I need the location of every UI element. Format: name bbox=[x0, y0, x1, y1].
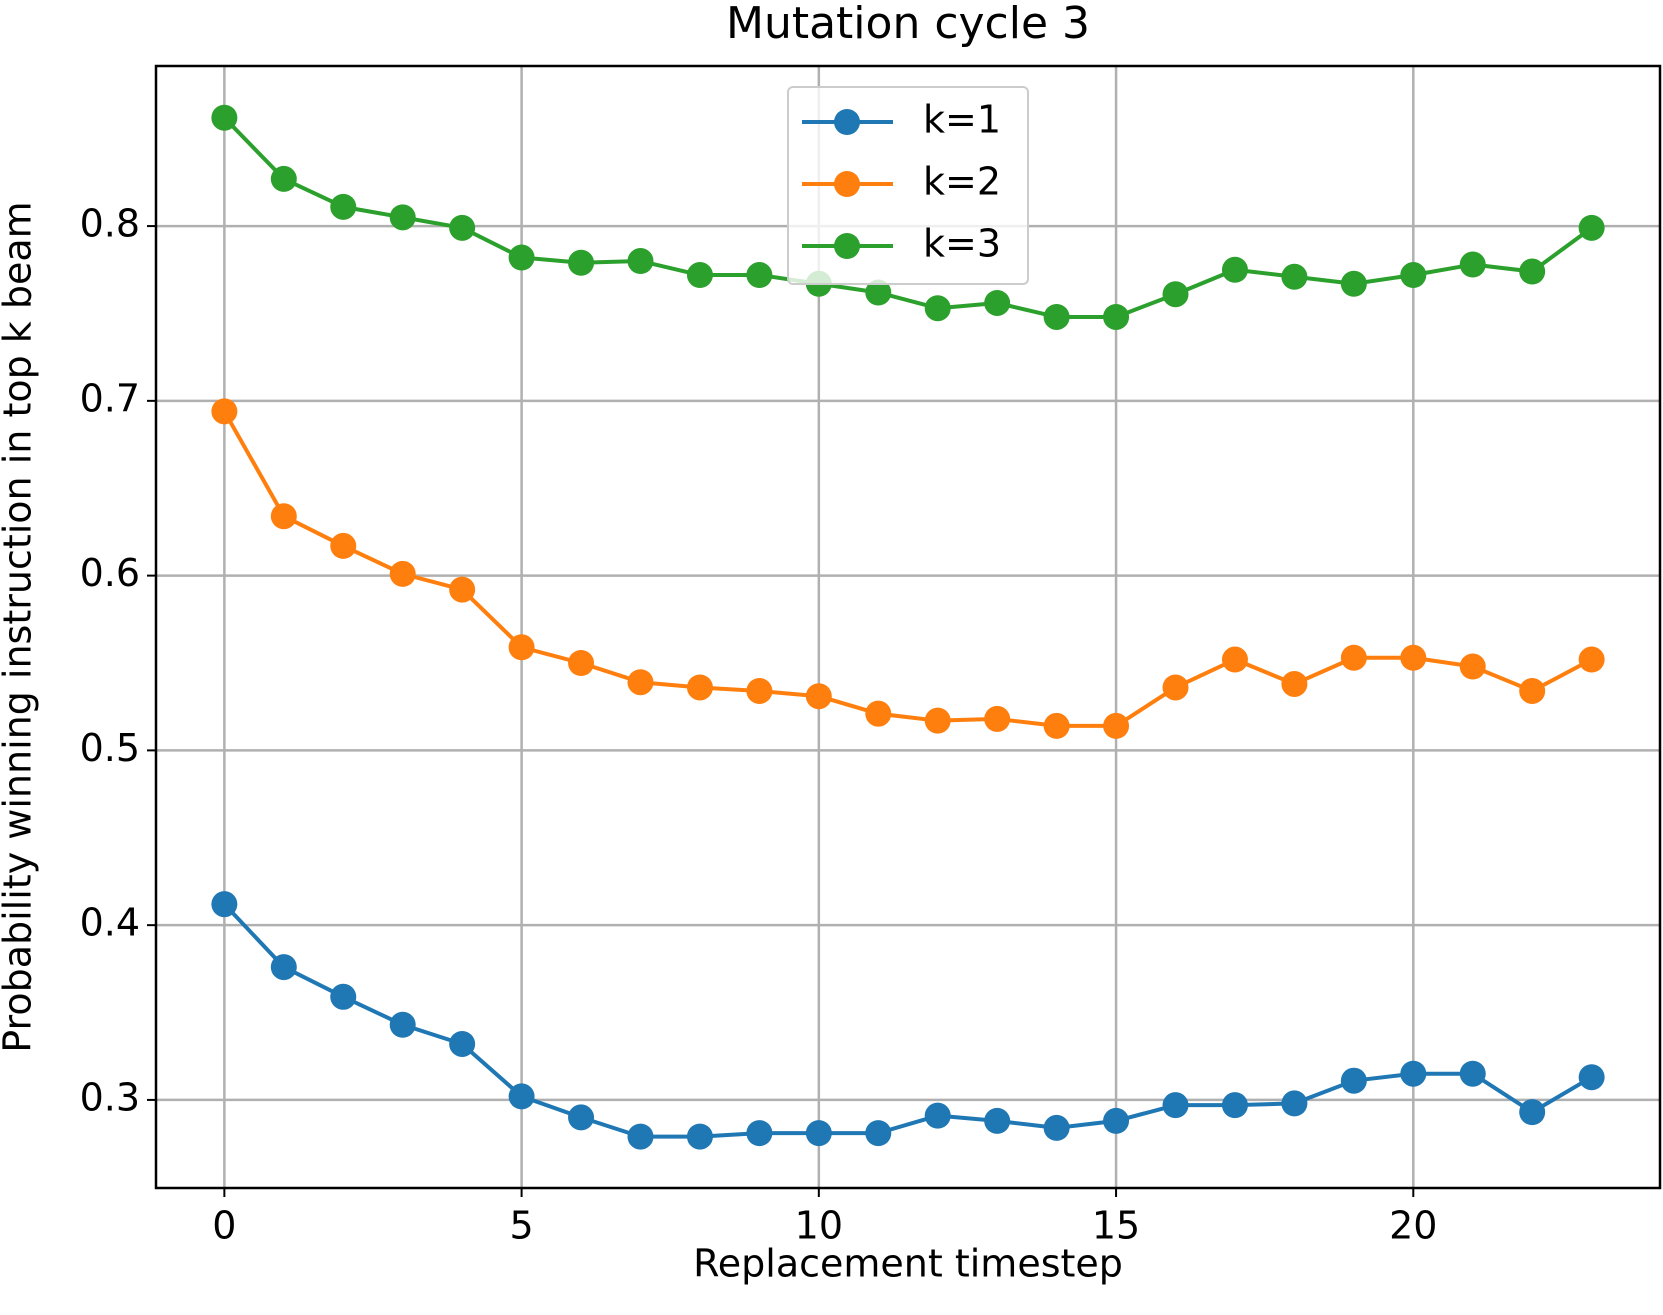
data-point bbox=[1578, 646, 1605, 673]
data-point bbox=[984, 289, 1011, 316]
x-axis-label: Replacement timestep bbox=[693, 1242, 1123, 1286]
data-point bbox=[449, 576, 476, 603]
data-point bbox=[1281, 670, 1308, 697]
data-point bbox=[924, 707, 951, 734]
legend-label: k=1 bbox=[923, 98, 1001, 142]
data-point bbox=[1459, 251, 1486, 278]
data-point bbox=[568, 249, 595, 276]
data-point bbox=[449, 1030, 476, 1057]
data-point bbox=[1162, 281, 1189, 308]
x-tick-label: 5 bbox=[510, 1204, 534, 1248]
data-point bbox=[1162, 674, 1189, 701]
data-point bbox=[686, 1123, 713, 1150]
data-point bbox=[746, 1120, 773, 1147]
series-line bbox=[222, 410, 1593, 728]
data-point bbox=[330, 193, 357, 220]
data-point bbox=[865, 1120, 892, 1147]
data-point bbox=[1400, 644, 1427, 671]
data-point bbox=[627, 669, 654, 696]
data-point bbox=[1103, 303, 1130, 330]
data-point bbox=[1340, 270, 1367, 297]
data-point bbox=[389, 1011, 416, 1038]
data-point bbox=[211, 104, 238, 131]
y-tick-label: 0.3 bbox=[80, 1075, 140, 1119]
data-point bbox=[1400, 262, 1427, 289]
data-point bbox=[805, 683, 832, 710]
data-point bbox=[746, 677, 773, 704]
data-point bbox=[924, 295, 951, 322]
legend-label: k=3 bbox=[923, 222, 1001, 266]
data-point bbox=[330, 983, 357, 1010]
data-point bbox=[1103, 1107, 1130, 1134]
data-point bbox=[686, 674, 713, 701]
y-tick-label: 0.6 bbox=[80, 551, 140, 595]
y-tick-label: 0.4 bbox=[80, 901, 140, 945]
data-point bbox=[1043, 1114, 1070, 1141]
data-point bbox=[389, 204, 416, 231]
legend-label: k=2 bbox=[923, 160, 1001, 204]
data-point bbox=[1221, 646, 1248, 673]
data-point bbox=[211, 891, 238, 918]
data-point bbox=[568, 1104, 595, 1131]
y-axis-label: Probability winning instruction in top k… bbox=[0, 201, 40, 1052]
x-tick-label: 0 bbox=[212, 1204, 236, 1248]
data-point bbox=[270, 954, 297, 981]
data-point bbox=[270, 503, 297, 530]
data-point bbox=[211, 398, 238, 425]
legend-marker bbox=[834, 171, 860, 197]
data-point bbox=[1281, 1090, 1308, 1117]
data-point bbox=[449, 214, 476, 241]
data-point bbox=[1400, 1060, 1427, 1087]
data-point bbox=[686, 262, 713, 289]
data-point bbox=[1519, 258, 1546, 285]
data-point bbox=[330, 532, 357, 559]
data-point bbox=[1459, 1060, 1486, 1087]
legend: k=1 k=2 k=3 bbox=[787, 86, 1029, 285]
data-point bbox=[270, 165, 297, 192]
y-tick-label: 0.8 bbox=[80, 202, 140, 246]
data-point bbox=[1043, 712, 1070, 739]
y-tick-label: 0.7 bbox=[80, 376, 140, 420]
data-point bbox=[627, 248, 654, 275]
data-point bbox=[1340, 644, 1367, 671]
data-point bbox=[1043, 303, 1070, 330]
y-tick-label: 0.5 bbox=[80, 726, 140, 770]
data-point bbox=[865, 279, 892, 306]
x-tick-label: 10 bbox=[795, 1204, 843, 1248]
x-tick-label: 15 bbox=[1092, 1204, 1140, 1248]
data-point bbox=[568, 650, 595, 677]
data-point bbox=[1221, 1092, 1248, 1119]
data-point bbox=[984, 705, 1011, 732]
series-line bbox=[222, 902, 1593, 1139]
data-point bbox=[508, 244, 535, 271]
data-point bbox=[865, 700, 892, 727]
data-point bbox=[1103, 712, 1130, 739]
data-point bbox=[805, 1120, 832, 1147]
data-point bbox=[984, 1107, 1011, 1134]
data-point bbox=[1221, 256, 1248, 283]
data-point bbox=[746, 262, 773, 289]
data-point bbox=[1162, 1092, 1189, 1119]
data-point bbox=[1578, 1064, 1605, 1091]
plot-frame bbox=[154, 64, 1662, 1190]
legend-marker bbox=[834, 233, 860, 259]
data-point bbox=[508, 1083, 535, 1110]
data-point bbox=[627, 1123, 654, 1150]
data-point bbox=[1340, 1067, 1367, 1094]
data-point bbox=[1459, 653, 1486, 680]
legend-marker bbox=[834, 109, 860, 135]
data-point bbox=[508, 634, 535, 661]
data-point bbox=[389, 560, 416, 587]
chart-title: Mutation cycle 3 bbox=[726, 0, 1090, 49]
data-point bbox=[1281, 263, 1308, 290]
x-tick-label: 20 bbox=[1389, 1204, 1437, 1248]
data-point bbox=[1519, 677, 1546, 704]
data-point bbox=[1519, 1099, 1546, 1126]
data-point bbox=[1578, 214, 1605, 241]
data-point bbox=[924, 1102, 951, 1129]
